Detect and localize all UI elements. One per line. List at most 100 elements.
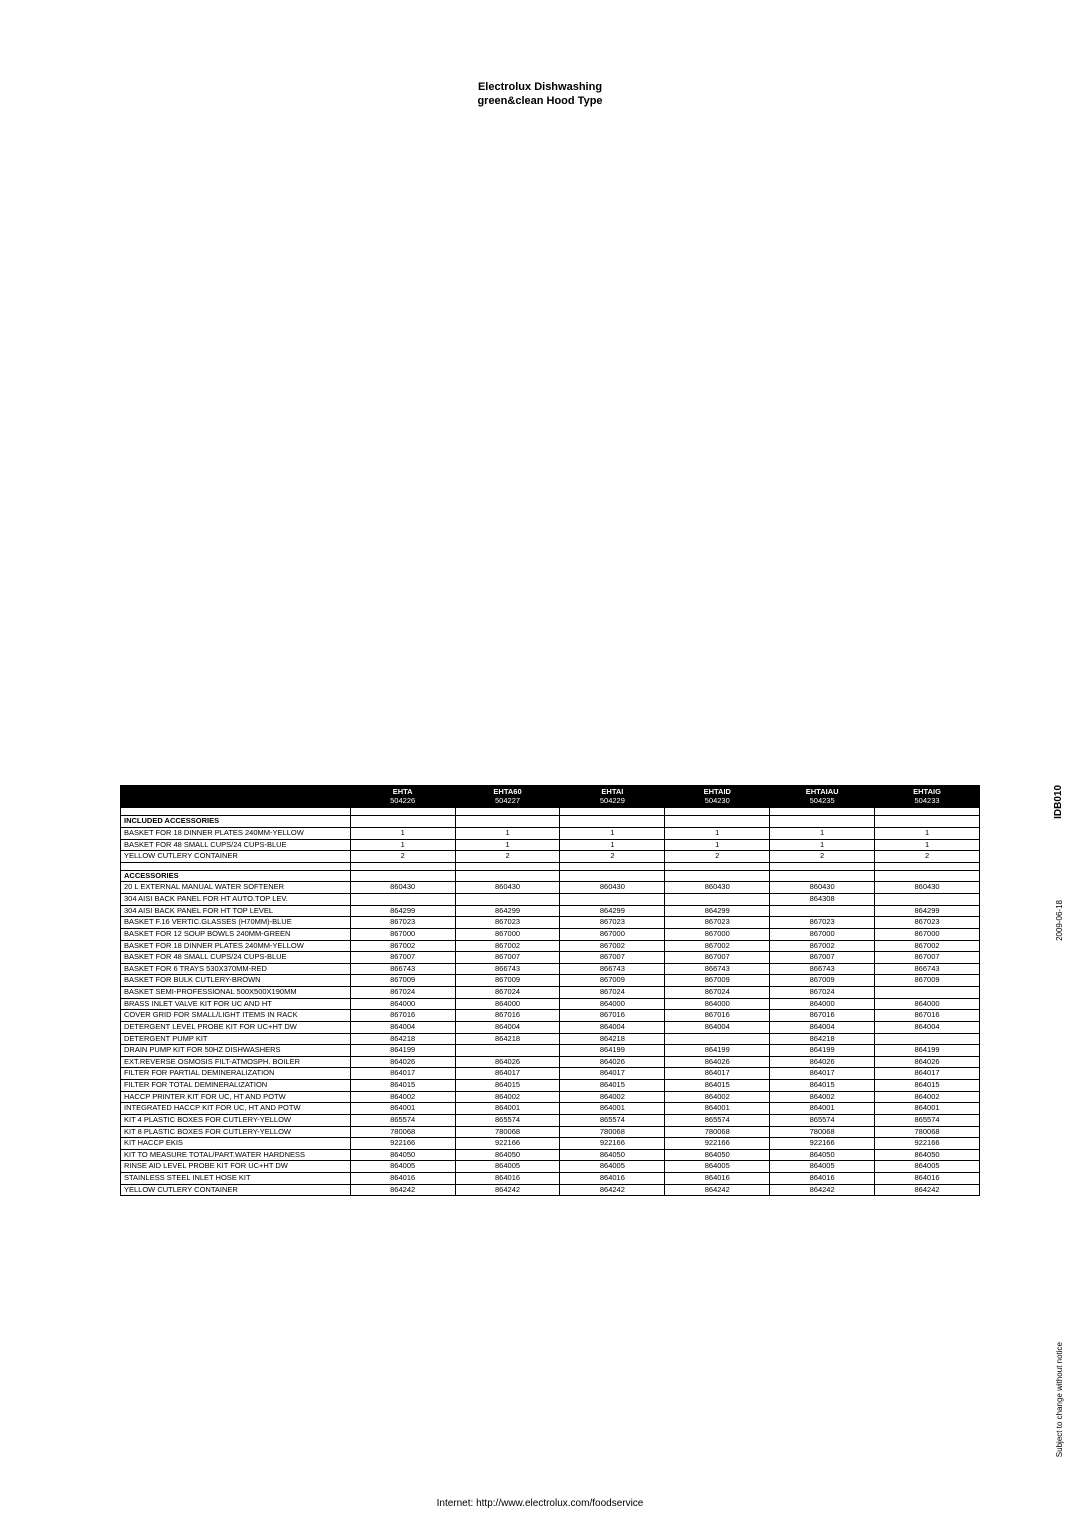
- table-blank-row: [121, 808, 980, 816]
- row-label: 20 L EXTERNAL MANUAL WATER SOFTENER: [121, 882, 351, 894]
- row-value: 864001: [770, 1103, 875, 1115]
- row-value: 1: [875, 839, 980, 851]
- row-value: 1: [455, 839, 560, 851]
- row-value: 867024: [350, 987, 455, 999]
- row-value: 867002: [350, 940, 455, 952]
- table-body: INCLUDED ACCESSORIES BASKET FOR 18 DINNER…: [121, 808, 980, 1196]
- row-value: 2: [350, 851, 455, 863]
- row-value: 780068: [455, 1126, 560, 1138]
- row-value: 867009: [455, 975, 560, 987]
- row-label: KIT 4 PLASTIC BOXES FOR CUTLERY-YELLOW: [121, 1114, 351, 1126]
- row-value: 864005: [665, 1161, 770, 1173]
- row-value: 864299: [455, 905, 560, 917]
- col-name: EHTAIG: [913, 787, 941, 796]
- table-row: YELLOW CUTLERY CONTAINER8642428642428642…: [121, 1184, 980, 1196]
- col-header-1: EHTA60504227: [455, 786, 560, 808]
- row-value: 867009: [350, 975, 455, 987]
- row-label: 304 AISI BACK PANEL FOR HT TOP LEVEL: [121, 905, 351, 917]
- col-sub: 504226: [354, 797, 452, 806]
- row-value: 922166: [350, 1138, 455, 1150]
- row-value: 864002: [455, 1091, 560, 1103]
- row-value: 867002: [560, 940, 665, 952]
- row-value: 867009: [665, 975, 770, 987]
- row-value: 867002: [875, 940, 980, 952]
- row-value: 864242: [455, 1184, 560, 1196]
- row-value: 867023: [455, 917, 560, 929]
- row-label: BASKET FOR 18 DINNER PLATES 240MM-YELLOW: [121, 940, 351, 952]
- row-value: 865574: [875, 1114, 980, 1126]
- row-label: YELLOW CUTLERY CONTAINER: [121, 851, 351, 863]
- row-label: FILTER FOR TOTAL DEMINERALIZATION: [121, 1080, 351, 1092]
- row-value: 864000: [560, 998, 665, 1010]
- row-value: 864016: [665, 1173, 770, 1185]
- table-row: KIT 4 PLASTIC BOXES FOR CUTLERY-YELLOW 86…: [121, 1114, 980, 1126]
- row-value: 866743: [875, 963, 980, 975]
- section-title: INCLUDED ACCESSORIES: [121, 816, 351, 828]
- row-value: 867023: [350, 917, 455, 929]
- row-value: 1: [770, 827, 875, 839]
- section-empty-cell: [875, 870, 980, 882]
- row-value: 922166: [665, 1138, 770, 1150]
- row-value: 864050: [350, 1149, 455, 1161]
- row-label: KIT TO MEASURE TOTAL/PART.WATER HARDNESS: [121, 1149, 351, 1161]
- row-value: 864050: [665, 1149, 770, 1161]
- row-value: 867016: [455, 1010, 560, 1022]
- section-empty-cell: [455, 870, 560, 882]
- row-value: 867023: [770, 917, 875, 929]
- row-value: 867007: [350, 952, 455, 964]
- table-row: FILTER FOR PARTIAL DEMINERALIZATION86401…: [121, 1068, 980, 1080]
- row-value: 866743: [770, 963, 875, 975]
- row-label: YELLOW CUTLERY CONTAINER: [121, 1184, 351, 1196]
- side-doc-note: Subject to change without notice: [1055, 1342, 1064, 1457]
- row-value: 864050: [770, 1149, 875, 1161]
- row-value: 867009: [770, 975, 875, 987]
- section-empty-cell: [665, 816, 770, 828]
- table-row: INTEGRATED HACCP KIT FOR UC, HT AND POTW…: [121, 1103, 980, 1115]
- row-value: 865574: [770, 1114, 875, 1126]
- row-label: DRAIN PUMP KIT FOR 50HZ DISHWASHERS: [121, 1045, 351, 1057]
- row-value: 867024: [560, 987, 665, 999]
- row-value: 864005: [350, 1161, 455, 1173]
- row-value: 1: [350, 839, 455, 851]
- blank-cell: [121, 862, 351, 870]
- row-value: [875, 1033, 980, 1045]
- table-row: BASKET FOR 18 DINNER PLATES 240MM-YELLOW…: [121, 940, 980, 952]
- table-row: 304 AISI BACK PANEL FOR HT AUTO.TOP LEV.…: [121, 894, 980, 906]
- row-value: 867016: [350, 1010, 455, 1022]
- blank-cell: [770, 808, 875, 816]
- row-value: 864242: [770, 1184, 875, 1196]
- row-value: 867009: [875, 975, 980, 987]
- row-value: 864005: [875, 1161, 980, 1173]
- row-value: 867024: [770, 987, 875, 999]
- row-value: [455, 1045, 560, 1057]
- row-value: 867023: [875, 917, 980, 929]
- table-row: KIT TO MEASURE TOTAL/PART.WATER HARDNESS…: [121, 1149, 980, 1161]
- table-row: BRASS INLET VALVE KIT FOR UC AND HT86400…: [121, 998, 980, 1010]
- table-row: DETERGENT LEVEL PROBE KIT FOR UC+HT DW86…: [121, 1021, 980, 1033]
- row-value: 2: [560, 851, 665, 863]
- col-name: EHTAID: [704, 787, 731, 796]
- table-corner: [121, 786, 351, 808]
- row-value: [770, 905, 875, 917]
- row-value: 864299: [875, 905, 980, 917]
- col-header-0: EHTA504226: [350, 786, 455, 808]
- row-value: 864050: [455, 1149, 560, 1161]
- section-empty-cell: [560, 870, 665, 882]
- row-value: 866743: [665, 963, 770, 975]
- side-doc-code: IDB010: [1053, 785, 1064, 819]
- row-value: 864016: [455, 1173, 560, 1185]
- table-head: EHTA504226 EHTA60504227 EHTAI504229 EHTA…: [121, 786, 980, 808]
- row-value: 864016: [560, 1173, 665, 1185]
- row-value: 922166: [560, 1138, 665, 1150]
- row-value: 780068: [665, 1126, 770, 1138]
- row-value: 1: [770, 839, 875, 851]
- row-value: 1: [665, 839, 770, 851]
- row-value: 860430: [770, 882, 875, 894]
- row-value: 864015: [770, 1080, 875, 1092]
- row-value: [665, 894, 770, 906]
- row-value: 2: [875, 851, 980, 863]
- footer-url: Internet: http://www.electrolux.com/food…: [0, 1498, 1080, 1509]
- row-label: BASKET SEMI-PROFESSIONAL 500X500X190MM: [121, 987, 351, 999]
- row-value: 867007: [770, 952, 875, 964]
- blank-cell: [121, 808, 351, 816]
